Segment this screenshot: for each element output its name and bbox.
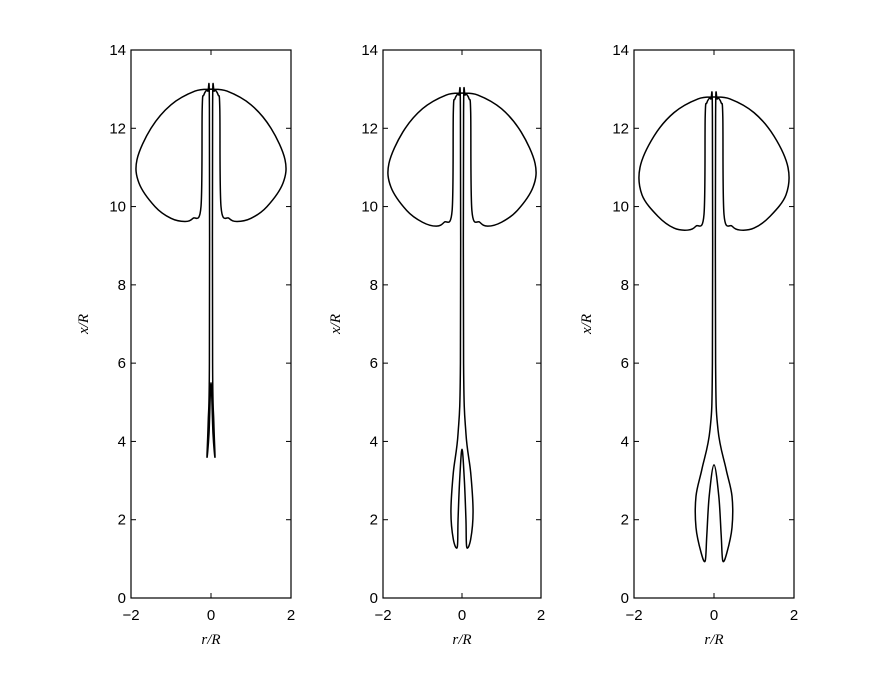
series-line-right-0 [638,91,790,563]
x-tick-label: 0 [710,607,718,624]
y-tick-label: 10 [612,199,629,216]
series-line-middle-0 [387,86,537,549]
y-tick-label: 6 [370,355,378,372]
y-axis-label: x/R [328,314,344,335]
y-tick-label: 6 [118,355,126,372]
y-tick-label: 0 [118,590,126,607]
y-tick-label: 12 [361,120,378,137]
y-axis-label: x/R [76,314,92,335]
y-tick-label: 4 [118,433,126,450]
x-axis-label: r/R [452,632,471,648]
y-tick-label: 12 [612,120,629,137]
y-tick-label: 14 [109,42,126,59]
y-tick-label: 8 [621,277,629,294]
y-tick-label: 12 [109,120,126,137]
y-tick-label: 10 [109,199,126,216]
plot-frame [130,49,292,599]
y-axis-label: x/R [579,314,595,335]
y-tick-label: 10 [361,199,378,216]
x-axis-label: r/R [704,632,723,648]
y-tick-label: 4 [621,433,629,450]
x-tick-label: 0 [458,607,466,624]
x-tick-label: 2 [790,607,798,624]
y-tick-label: 2 [118,512,126,529]
plot-frame [633,49,795,599]
x-tick-label: 2 [287,607,295,624]
series-line-left-0 [135,82,287,458]
y-tick-label: 8 [370,277,378,294]
y-tick-label: 14 [361,42,378,59]
plot-frame [382,49,542,599]
x-tick-label: 0 [207,607,215,624]
y-tick-label: 2 [370,512,378,529]
y-tick-label: 2 [621,512,629,529]
x-tick-label: 2 [537,607,545,624]
y-tick-label: 0 [621,590,629,607]
y-tick-label: 14 [612,42,629,59]
y-tick-label: 0 [370,590,378,607]
y-tick-label: 6 [621,355,629,372]
y-tick-label: 4 [370,433,378,450]
x-tick-label: −2 [122,607,139,624]
x-tick-label: −2 [374,607,391,624]
y-tick-label: 8 [118,277,126,294]
x-axis-label: r/R [201,632,220,648]
x-tick-label: −2 [625,607,642,624]
